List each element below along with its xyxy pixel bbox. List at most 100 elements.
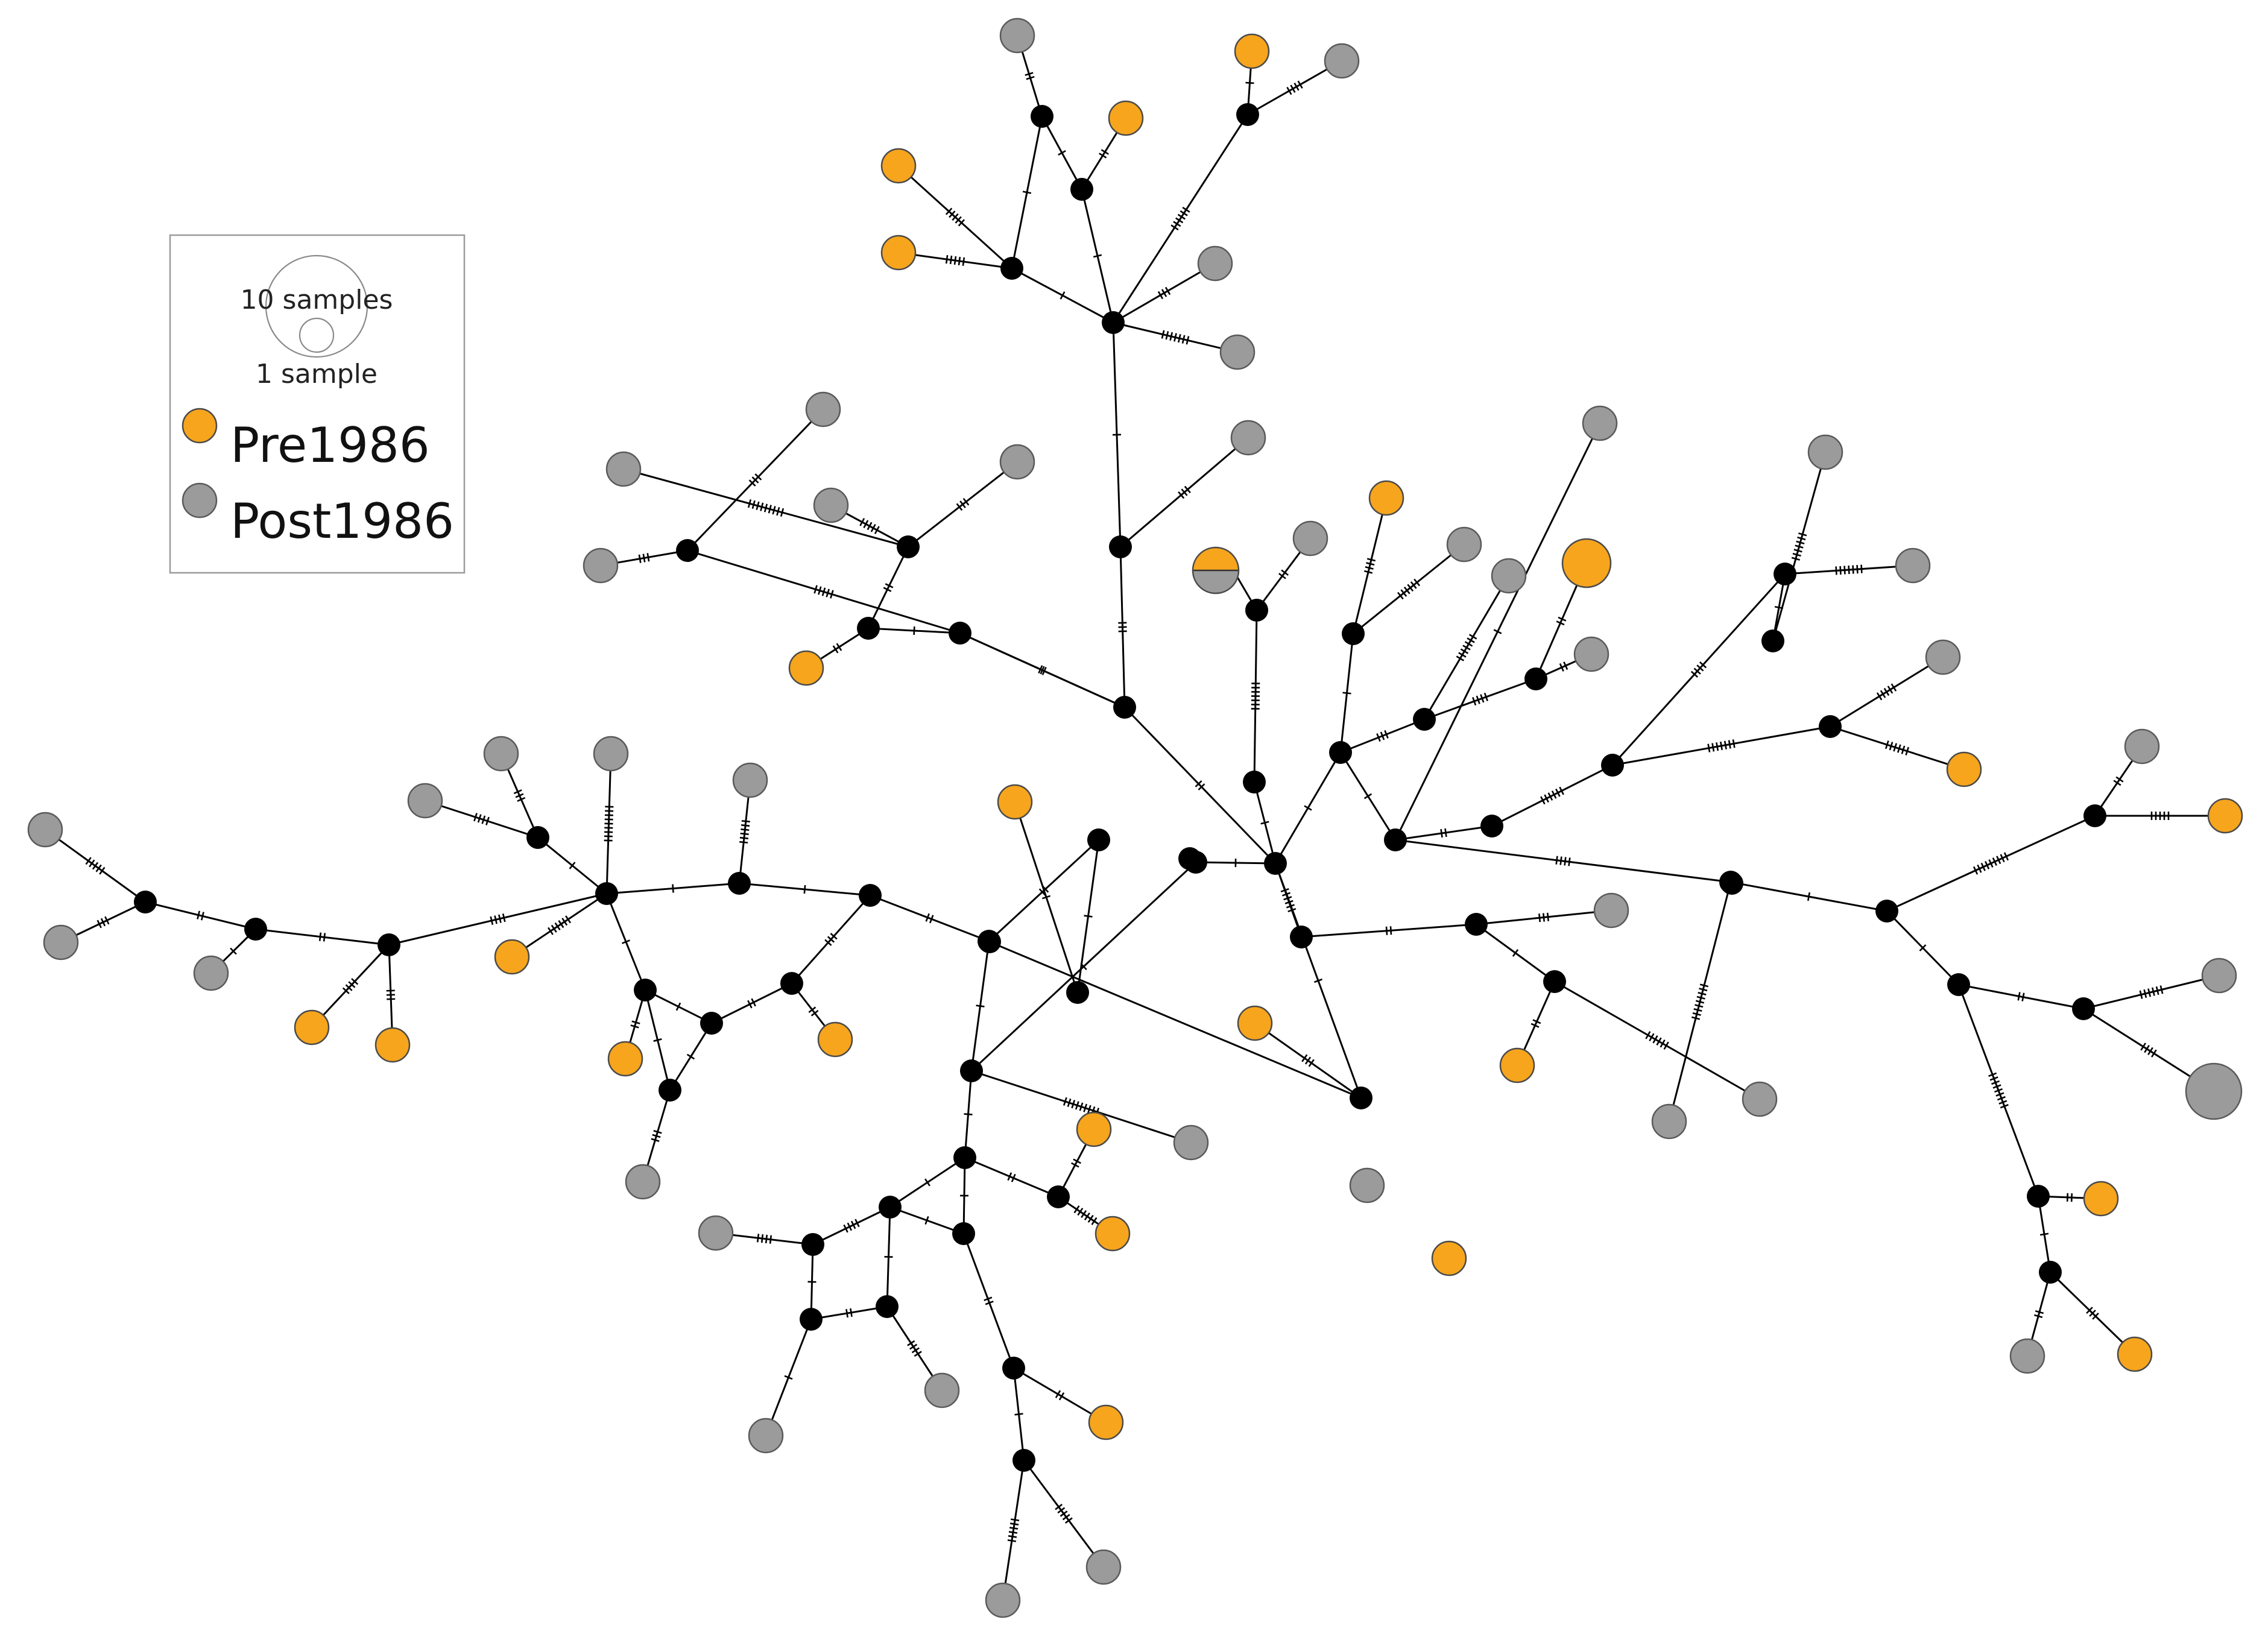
mutation-tick — [1073, 1158, 1081, 1164]
mutation-tick — [1891, 683, 1897, 692]
mutation-tick — [2144, 1045, 2150, 1053]
legend-label-post1986: Post1986 — [230, 493, 454, 549]
mutation-tick — [1897, 744, 1901, 753]
haplotype-node-pre1986 — [494, 939, 530, 975]
haplotype-node-pre1986 — [1234, 33, 1270, 69]
mutation-tick — [638, 554, 642, 563]
mutation-tick — [1410, 581, 1417, 589]
mutation-tick — [477, 814, 482, 823]
network-edge — [311, 944, 390, 1029]
median-vector-node — [1342, 622, 1365, 645]
mutation-tick — [517, 796, 526, 802]
mutation-tick — [772, 506, 776, 515]
mutation-tick — [859, 518, 865, 526]
mutation-tick — [949, 255, 953, 265]
median-vector-node — [1245, 599, 1268, 622]
mutation-tick — [1091, 1217, 1098, 1225]
mutation-tick — [200, 912, 204, 921]
mutation-tick — [1062, 1513, 1070, 1521]
haplotype-node-mixed-outline — [1192, 546, 1240, 595]
mutation-tick — [1083, 1103, 1088, 1112]
mutation-tick — [1835, 566, 1837, 575]
haplotype-node-post1986 — [593, 736, 629, 772]
mutation-tick — [953, 256, 957, 265]
median-vector-node — [952, 1222, 975, 1245]
mutation-tick — [867, 522, 873, 531]
mutation-tick — [1807, 892, 1811, 901]
network-edge — [962, 1233, 1015, 1369]
mutation-tick — [2000, 854, 2005, 863]
mutation-tick — [1177, 334, 1181, 343]
mutation-tick — [1656, 1037, 1662, 1046]
median-vector-node — [1543, 970, 1566, 993]
mutation-tick — [551, 924, 557, 933]
mutation-tick — [351, 978, 359, 985]
mutation-tick — [1693, 667, 1701, 675]
median-vector-node — [1819, 715, 1842, 738]
mutation-tick — [1880, 690, 1886, 698]
mutation-tick — [2143, 989, 2147, 998]
mutation-tick — [863, 520, 869, 528]
median-vector-node — [134, 891, 157, 913]
mutation-tick — [554, 922, 561, 930]
mutation-tick — [1173, 333, 1177, 342]
haplotype-node-post1986 — [2124, 728, 2160, 765]
mutation-tick — [1058, 1392, 1065, 1401]
haplotype-node-pre1986 — [817, 1021, 853, 1058]
median-vector-node — [1290, 926, 1313, 948]
mutation-tick — [1177, 213, 1186, 220]
haplotype-node-post1986 — [605, 451, 642, 487]
mutation-tick — [945, 207, 953, 215]
median-vector-node — [1070, 178, 1093, 201]
mutation-tick — [962, 257, 965, 267]
mutation-tick — [1732, 739, 1736, 748]
haplotype-node-post1986 — [1219, 334, 1256, 370]
mutation-tick — [230, 947, 237, 955]
mutation-tick — [652, 1134, 661, 1138]
mutation-tick — [914, 1351, 922, 1357]
mutation-tick — [1468, 634, 1477, 640]
median-vector-node — [1109, 535, 1132, 558]
mutation-tick — [1693, 1008, 1702, 1012]
haplotype-node-mixed-pre-part — [1193, 547, 1239, 570]
mutation-tick — [1101, 149, 1109, 155]
mutation-tick — [1690, 670, 1699, 678]
mutation-tick — [569, 862, 576, 869]
median-vector-node — [978, 930, 1001, 953]
mutation-tick — [473, 813, 478, 822]
mutation-tick — [1695, 1000, 1705, 1004]
mutation-tick — [1544, 794, 1549, 803]
mutation-tick — [1559, 856, 1562, 865]
mutation-tick — [1796, 540, 1805, 544]
mutation-tick — [1260, 821, 1269, 825]
mutation-tick — [490, 916, 494, 926]
mutation-tick — [976, 1005, 985, 1008]
mutation-tick — [1080, 962, 1087, 971]
mutation-tick — [2151, 987, 2155, 996]
median-vector-node — [1384, 828, 1407, 851]
mutation-tick — [96, 920, 102, 929]
mutation-tick — [1919, 944, 1927, 951]
haplotype-node-post1986 — [2009, 1338, 2045, 1374]
mutation-tick — [1839, 566, 1842, 575]
haplotype-node-pre1986 — [1946, 751, 1982, 787]
mutation-tick — [348, 981, 356, 988]
mutation-tick — [1169, 332, 1173, 341]
mutation-tick — [1798, 532, 1807, 537]
mutation-tick — [885, 583, 894, 588]
mutation-tick — [1181, 488, 1188, 496]
mutation-tick — [561, 918, 568, 926]
mutation-tick — [2086, 1307, 2093, 1314]
mutation-tick — [765, 1234, 768, 1244]
network-edge — [870, 894, 990, 942]
mutation-tick — [2092, 1312, 2099, 1320]
mutation-tick — [1173, 221, 1181, 227]
mutation-tick — [949, 210, 956, 218]
mutation-tick — [1304, 805, 1312, 811]
mutation-tick — [1164, 286, 1171, 295]
mutation-tick — [1058, 150, 1066, 156]
haplotype-node-pre1986 — [1561, 538, 1612, 588]
median-vector-node — [2083, 804, 2106, 827]
mutation-tick — [1546, 912, 1549, 921]
mutation-tick — [1691, 1016, 1701, 1020]
